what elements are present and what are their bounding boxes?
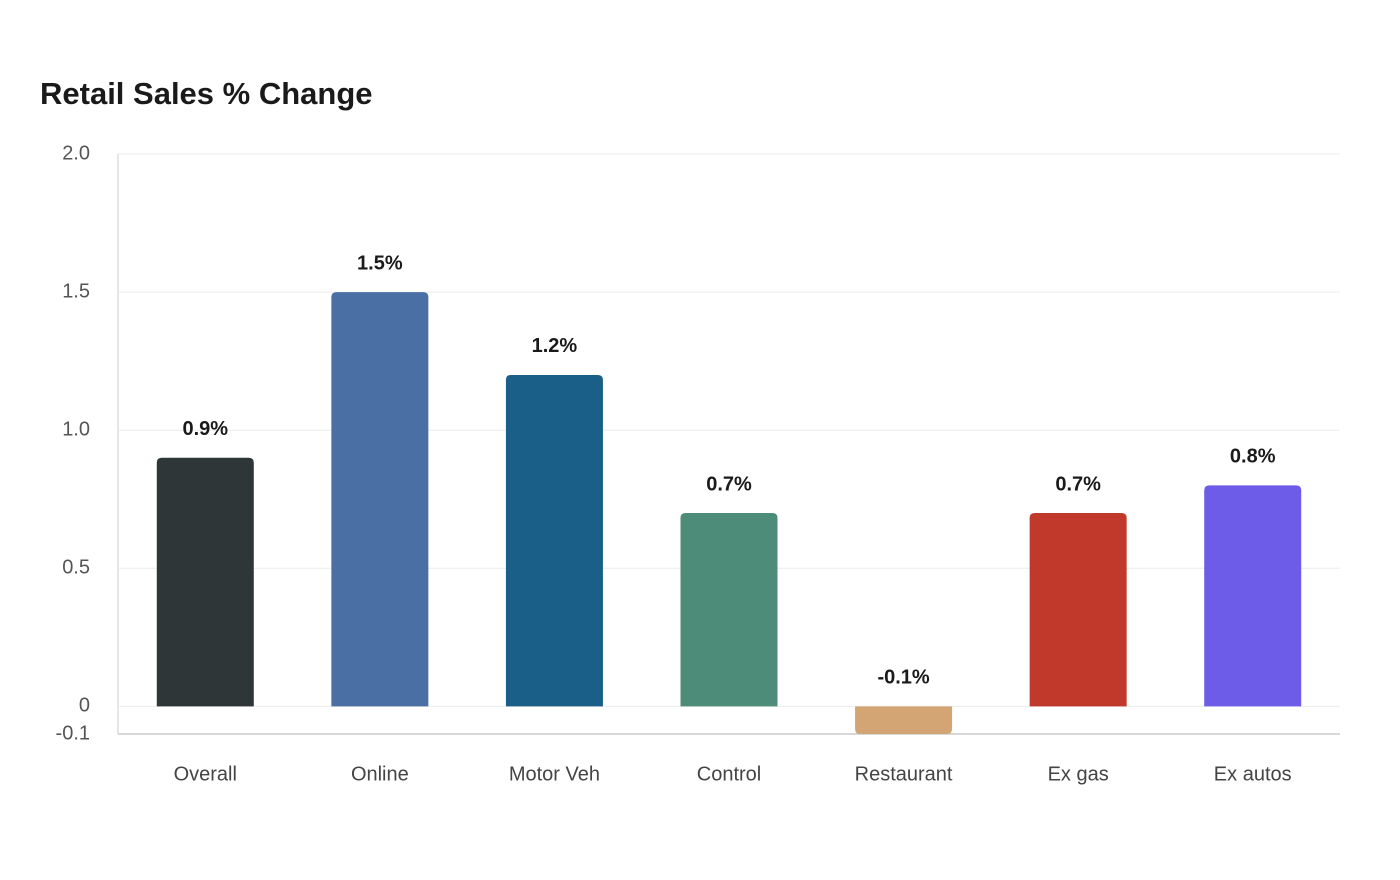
x-tick-label: Overall [174, 763, 237, 785]
value-label: 0.9% [182, 418, 228, 440]
y-tick-label: 0 [79, 695, 90, 717]
x-tick-label: Ex autos [1214, 763, 1292, 785]
y-tick-label: 1.0 [62, 418, 90, 440]
bar [1029, 513, 1127, 707]
x-tick-label: Restaurant [855, 763, 953, 785]
y-tick-label: -0.1 [56, 722, 90, 744]
value-label: 0.7% [706, 473, 752, 495]
y-tick-label: 2.0 [62, 142, 90, 164]
bar [1204, 485, 1302, 707]
bar [855, 706, 953, 734]
value-label: 1.5% [357, 252, 403, 274]
value-label: 1.2% [532, 335, 578, 357]
y-tick-label: 1.5 [62, 280, 90, 302]
y-tick-label: 0.5 [62, 557, 90, 579]
bar [331, 292, 429, 707]
bar [680, 513, 778, 707]
value-label: 0.7% [1055, 473, 1101, 495]
x-tick-label: Control [697, 763, 761, 785]
bar [505, 374, 603, 707]
chart-title: Retail Sales % Change [40, 76, 373, 111]
value-label: -0.1% [877, 667, 929, 689]
value-label: 0.8% [1230, 446, 1276, 468]
bar [156, 457, 254, 707]
x-tick-label: Ex gas [1048, 763, 1109, 785]
x-tick-label: Online [351, 763, 409, 785]
x-tick-label: Motor Veh [509, 763, 600, 785]
